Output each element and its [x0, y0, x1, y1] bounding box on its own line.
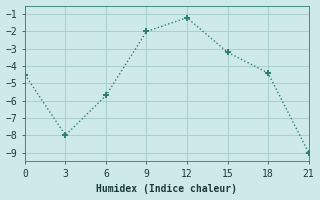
X-axis label: Humidex (Indice chaleur): Humidex (Indice chaleur) [96, 184, 237, 194]
